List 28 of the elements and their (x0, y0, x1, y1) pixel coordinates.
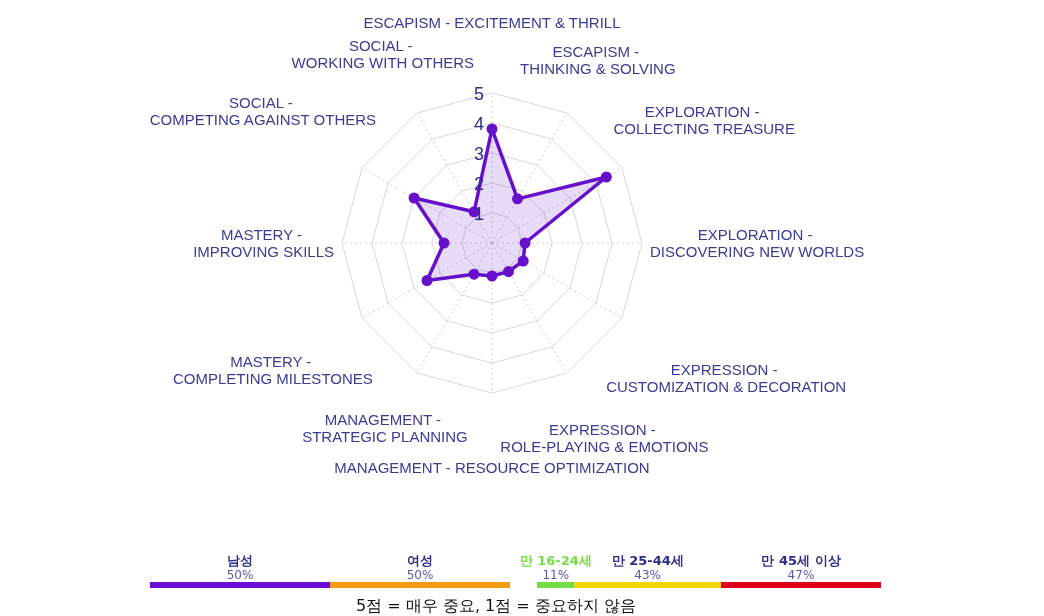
y-tick-label: 1 (473, 204, 484, 224)
data-label: 47% (787, 568, 815, 582)
data-label: 11% (542, 568, 570, 582)
spoke-label: MANAGEMENT - STRATEGIC PLANNING (302, 411, 468, 446)
y-tick-label: 2 (473, 174, 484, 194)
spoke-label: MASTERY - IMPROVING SKILLS (193, 226, 334, 260)
text: 5점 = 매우 중요, 1점 = 중요하지 않음 (356, 596, 636, 615)
y-tick-label: 5 (473, 84, 484, 104)
series-label: 남성 (227, 553, 253, 568)
y-tick-label: 3 (473, 144, 484, 164)
spoke-label: EXPLORATION - COLLECTING TREASURE (613, 103, 795, 138)
data-label: 43% (634, 568, 662, 582)
spoke-label: EXPRESSION - CUSTOMIZATION & DECORATION (606, 361, 847, 396)
spoke-label: ESCAPISM - THINKING & SOLVING (520, 42, 676, 77)
series-label: 만 16-24세 (519, 553, 592, 568)
spoke-label: EXPLORATION - DISCOVERING NEW WORLDS (650, 226, 865, 260)
series-label: 만 45세 이상 (761, 553, 841, 568)
spoke-label: SOCIAL - COMPETING AGAINST OTHERS (149, 93, 377, 128)
data-label: 50% (226, 568, 254, 582)
spoke-label: MANAGEMENT - RESOURCE OPTIMIZATION (334, 459, 650, 476)
series-label: 만 25-44세 (611, 553, 684, 568)
spoke-label: SOCIAL - WORKING WITH OTHERS (291, 36, 475, 71)
series-label: 여성 (407, 553, 433, 568)
spoke-label: ESCAPISM - EXCITEMENT & THRILL (363, 14, 621, 31)
y-tick-label: 4 (473, 114, 484, 134)
spoke-label: MASTERY - COMPLETING MILESTONES (173, 352, 373, 387)
data-label: 50% (406, 568, 434, 582)
spoke-label: EXPRESSION - ROLE-PLAYING & EMOTIONS (500, 420, 709, 455)
